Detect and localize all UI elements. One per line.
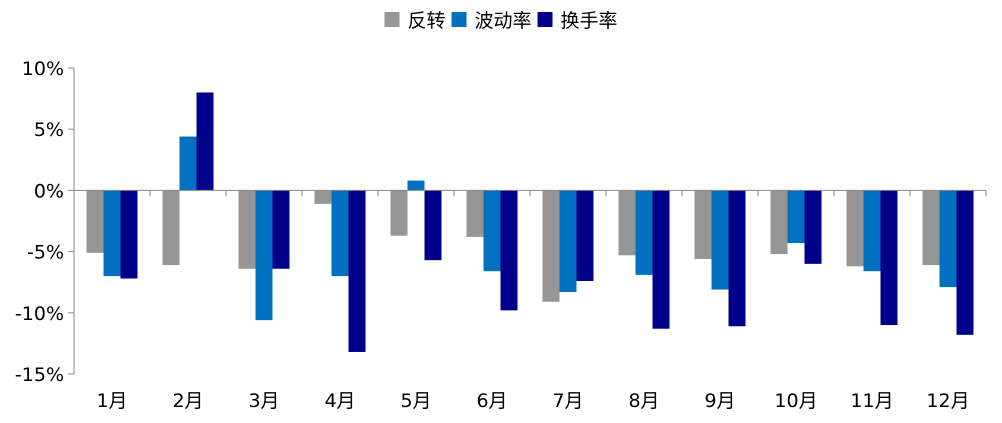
bar <box>103 190 121 277</box>
x-tick-label: 5月 <box>400 390 431 412</box>
x-tick-label: 6月 <box>476 390 507 412</box>
bar <box>272 190 290 269</box>
bar <box>559 190 577 292</box>
bar <box>880 190 898 326</box>
x-tick-label: 2月 <box>172 390 203 412</box>
bar <box>348 190 366 352</box>
bar <box>424 190 442 261</box>
y-tick-label: -10% <box>15 303 64 325</box>
bar <box>652 190 670 329</box>
legend-swatch <box>451 12 467 27</box>
x-tick-label: 4月 <box>324 390 355 412</box>
bar <box>787 190 805 244</box>
bar <box>542 190 560 302</box>
x-axis: 1月 2月 3月 4月 5月 6月 7月 8月 9月 10月 11月 12月 <box>73 189 987 412</box>
bar <box>255 190 273 321</box>
y-tick-label: -5% <box>27 242 64 264</box>
bar <box>466 190 484 237</box>
bar <box>331 190 349 277</box>
bar <box>939 190 957 288</box>
bar <box>162 190 180 266</box>
bar <box>618 190 636 256</box>
bar <box>390 190 408 236</box>
bars <box>86 92 974 352</box>
x-tick-label: 7月 <box>552 390 583 412</box>
legend-label: 换手率 <box>561 10 618 32</box>
x-tick-label: 9月 <box>704 390 735 412</box>
legend-swatch <box>384 12 400 27</box>
legend: 反转 波动率 换手率 <box>384 10 618 32</box>
x-tick-label: 8月 <box>628 390 659 412</box>
x-tick-label: 11月 <box>850 390 893 412</box>
legend-label: 波动率 <box>475 10 532 32</box>
bar <box>407 180 425 191</box>
legend-label: 反转 <box>408 10 446 32</box>
bar <box>956 190 974 335</box>
bar <box>179 136 197 191</box>
x-tick-label: 1月 <box>96 390 127 412</box>
bar <box>314 190 332 204</box>
bar <box>500 190 518 311</box>
y-tick-label: 10% <box>22 58 64 80</box>
bar <box>238 190 256 269</box>
bar <box>196 92 214 191</box>
bar <box>728 190 746 327</box>
x-tick-label: 3月 <box>248 390 279 412</box>
bar <box>120 190 138 279</box>
legend-swatch <box>537 12 553 27</box>
y-tick-label: -15% <box>15 364 64 386</box>
y-axis: 10% 5% 0% -5% -10% -15% <box>15 58 75 386</box>
bar <box>804 190 822 264</box>
y-tick-label: 0% <box>34 180 64 202</box>
x-tick-label: 10月 <box>774 390 817 412</box>
bar <box>694 190 712 259</box>
bar <box>711 190 729 290</box>
x-tick-label: 12月 <box>926 390 969 412</box>
bar <box>770 190 788 255</box>
bar <box>863 190 881 272</box>
bar <box>846 190 864 267</box>
bar <box>576 190 594 281</box>
bar <box>635 190 653 275</box>
bar <box>86 190 104 253</box>
y-tick-label: 5% <box>34 119 64 141</box>
bar <box>922 190 940 266</box>
bar <box>483 190 501 272</box>
